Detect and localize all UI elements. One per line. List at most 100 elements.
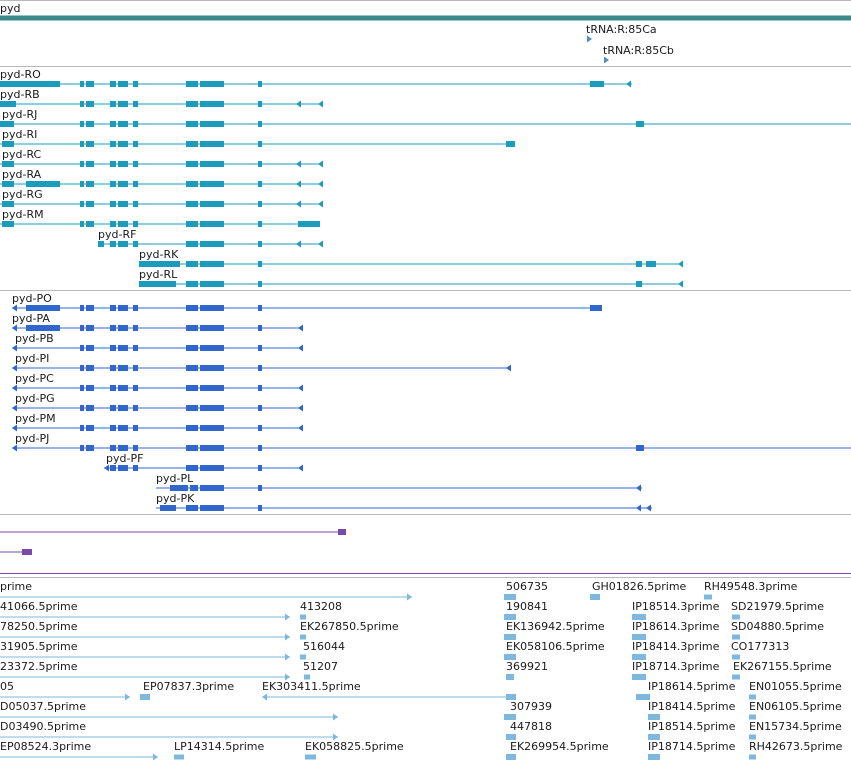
est-label[interactable]: 307939 <box>510 700 552 713</box>
est-label[interactable]: D03490.5prime <box>0 720 87 733</box>
est-block <box>300 614 306 620</box>
est-label[interactable]: EK058106.5prime <box>506 640 605 653</box>
protein-label-pk[interactable]: pyd-PK <box>156 492 195 505</box>
est-label[interactable]: EK058825.5prime <box>305 740 404 753</box>
est-label[interactable]: RH49548.3prime <box>704 580 798 593</box>
est-label[interactable]: IP18714.3prime <box>632 660 720 673</box>
exon-block <box>133 221 138 227</box>
est-label[interactable]: 190841 <box>506 600 548 613</box>
protein-label-po[interactable]: pyd-PO <box>12 292 52 305</box>
est-label[interactable]: IP18414.5prime <box>648 700 736 713</box>
protein-label-pa[interactable]: pyd-PA <box>12 312 50 325</box>
protein-label-pc[interactable]: pyd-PC <box>15 372 54 385</box>
est-label[interactable]: 369921 <box>506 660 548 673</box>
est-label[interactable]: prime <box>0 580 33 593</box>
transcript-label-ra[interactable]: pyd-RA <box>2 168 42 181</box>
transcript-label-rg[interactable]: pyd-RG <box>2 188 43 201</box>
exon-block <box>80 141 84 147</box>
strand-arrow <box>104 464 109 472</box>
protein-label-pg[interactable]: pyd-PG <box>15 392 55 405</box>
transcript-label-rb[interactable]: pyd-RB <box>0 88 40 101</box>
exon-block <box>186 121 198 127</box>
est-block <box>648 754 660 760</box>
est-arrow <box>125 693 130 701</box>
strand-arrow <box>12 364 17 372</box>
est-label[interactable]: IP18414.3prime <box>632 640 720 653</box>
protein-label-pm[interactable]: pyd-PM <box>15 412 56 425</box>
est-label[interactable]: 78250.5prime <box>0 620 78 633</box>
exon-block <box>186 365 198 371</box>
est-label[interactable]: LP14314.5prime <box>174 740 265 753</box>
protein-label-pf[interactable]: pyd-PF <box>106 452 144 465</box>
est-label[interactable]: EN01055.5prime <box>749 680 842 693</box>
est-label[interactable]: GH01826.5prime <box>592 580 687 593</box>
est-label[interactable]: CO177313 <box>731 640 790 653</box>
est-label[interactable]: EK269954.5prime <box>510 740 609 753</box>
transcript-label-ri[interactable]: pyd-RI <box>2 128 38 141</box>
est-label[interactable]: 516044 <box>303 640 345 653</box>
est-label[interactable]: EN15734.5prime <box>749 720 842 733</box>
exon-block <box>80 81 84 87</box>
est-label[interactable]: SD21979.5prime <box>731 600 824 613</box>
est-label[interactable]: 05 <box>0 680 14 693</box>
exon-block <box>110 345 116 351</box>
protein-label-pi[interactable]: pyd-PI <box>15 352 50 365</box>
est-label[interactable]: IP18614.5prime <box>648 680 736 693</box>
est-block <box>648 714 660 720</box>
est-block <box>704 594 712 600</box>
transcript-label-rj[interactable]: pyd-RJ <box>2 108 38 121</box>
est-label[interactable]: SD04880.5prime <box>731 620 824 633</box>
protein-label-pl[interactable]: pyd-PL <box>156 472 194 485</box>
est-block <box>732 674 740 680</box>
est-label[interactable]: 23372.5prime <box>0 660 78 673</box>
est-label[interactable]: 41066.5prime <box>0 600 78 613</box>
transcript-label-rc[interactable]: pyd-RC <box>2 148 42 161</box>
transcript-label-rl[interactable]: pyd-RL <box>139 268 178 281</box>
est-label[interactable]: EP07837.3prime <box>143 680 235 693</box>
trna-label-2[interactable]: tRNA:R:85Cb <box>603 44 674 57</box>
exon-block <box>26 325 60 331</box>
est-block <box>632 614 646 620</box>
exon-block <box>258 505 262 511</box>
protein-label-pb[interactable]: pyd-PB <box>15 332 54 345</box>
est-label[interactable]: 413208 <box>300 600 342 613</box>
trna-label-1[interactable]: tRNA:R:85Ca <box>586 23 657 36</box>
exon-block <box>80 345 84 351</box>
transcript-label-rf[interactable]: pyd-RF <box>98 228 137 241</box>
protein-label-pj[interactable]: pyd-PJ <box>15 432 50 445</box>
est-block <box>749 714 756 720</box>
exon-block <box>98 241 104 247</box>
est-label[interactable]: EN06105.5prime <box>749 700 842 713</box>
exon-block <box>118 181 128 187</box>
est-label[interactable]: EK267155.5prime <box>733 660 832 673</box>
exon-block <box>186 181 198 187</box>
est-label[interactable]: 447818 <box>510 720 552 733</box>
est-label[interactable]: EK303411.5prime <box>262 680 361 693</box>
est-block <box>300 634 306 640</box>
exon-block <box>80 101 84 107</box>
transcript-label-rk[interactable]: pyd-RK <box>139 248 179 261</box>
est-label[interactable]: RH42673.5prime <box>749 740 843 753</box>
est-label[interactable]: 506735 <box>506 580 548 593</box>
transcript-label-rm[interactable]: pyd-RM <box>2 208 44 221</box>
est-label[interactable]: IP18614.3prime <box>632 620 720 633</box>
est-label[interactable]: EP08524.3prime <box>0 740 92 753</box>
exon-block <box>2 161 14 167</box>
est-arrow <box>285 653 290 661</box>
est-label[interactable]: 31905.5prime <box>0 640 78 653</box>
est-label[interactable]: 51207 <box>303 660 338 673</box>
est-label[interactable]: D05037.5prime <box>0 700 87 713</box>
est-label[interactable]: EK267850.5prime <box>300 620 399 633</box>
transcript-label-ro[interactable]: pyd-RO <box>0 68 41 81</box>
exon-block <box>118 221 128 227</box>
exon-block <box>133 425 138 431</box>
exon-block <box>636 445 644 451</box>
exon-block <box>258 405 262 411</box>
est-label[interactable]: EK136942.5prime <box>506 620 605 633</box>
exon-block <box>186 305 198 311</box>
est-label[interactable]: IP18514.5prime <box>648 720 736 733</box>
est-label[interactable]: IP18714.5prime <box>648 740 736 753</box>
gene-label[interactable]: pyd <box>0 2 21 15</box>
est-label[interactable]: IP18514.3prime <box>632 600 720 613</box>
est-block <box>732 614 740 620</box>
